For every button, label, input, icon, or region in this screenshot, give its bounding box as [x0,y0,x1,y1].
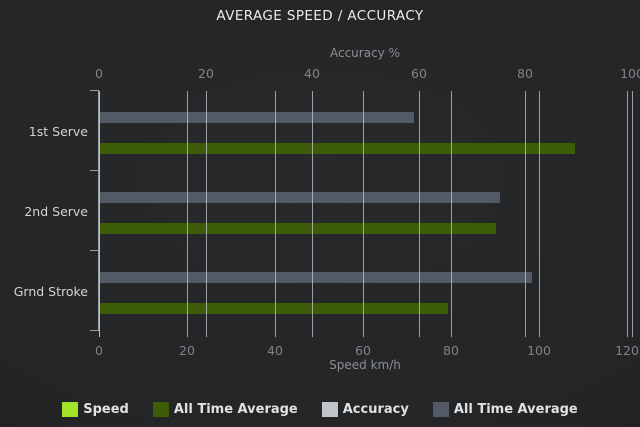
legend-label: Accuracy [342,401,409,417]
legend-label: All Time Average [173,401,298,417]
legend-swatch-icon [321,401,338,417]
legend-swatch-icon [62,401,79,417]
gridline-bottom [451,91,452,337]
gridline-top [525,91,526,337]
gridline-bottom [627,91,628,337]
y-axis-tick [90,170,99,171]
gridline-bottom [187,91,188,337]
gridline-bottom [99,91,100,337]
bottom-axis-tick-label: 80 [443,343,459,358]
bottom-axis-tick-label: 20 [179,343,195,358]
bar-all-time-average [100,303,448,314]
category-label: Grnd Stroke [13,284,88,299]
legend-label: Speed [83,401,129,417]
y-axis-tick [90,90,99,91]
legend-item: Accuracy [321,401,409,417]
gridline-bottom [275,91,276,337]
top-axis-tick-label: 100 [620,66,640,81]
legend-item: All Time Average [432,401,578,417]
top-axis-tick-label: 0 [95,66,103,81]
legend: Speed All Time Average Accuracy All Time Av… [0,398,640,420]
gridline-top [419,91,420,337]
bottom-axis-tick-label: 120 [615,343,639,358]
bottom-axis-title: Speed km/h [329,358,401,372]
bottom-axis-tick-label: 0 [95,343,103,358]
gridline-bottom [539,91,540,337]
legend-swatch-icon [152,401,169,417]
bar-all-time-average [100,223,496,234]
category-label: 2nd Serve [24,204,88,219]
bar-all-time-average [100,143,575,154]
y-axis-tick [90,250,99,251]
y-axis-spine [98,90,99,331]
category-label: 1st Serve [28,124,88,139]
top-axis-tick-label: 40 [304,66,320,81]
bar-all-time-average [100,112,414,123]
gridline-bottom [363,91,364,337]
gridline-top [632,91,633,337]
gridline-top [312,91,313,337]
bottom-axis-tick-label: 40 [267,343,283,358]
legend-label: All Time Average [453,401,578,417]
bottom-axis-tick-label: 100 [527,343,551,358]
gridline-top [206,91,207,337]
top-axis-title: Accuracy % [329,46,400,60]
legend-item: All Time Average [152,401,298,417]
bottom-axis-tick-label: 60 [355,343,371,358]
legend-swatch-icon [432,401,449,417]
top-axis-tick-label: 80 [517,66,533,81]
legend-item: Speed [62,401,129,417]
top-axis-tick-label: 60 [411,66,427,81]
y-axis-tick [90,330,99,331]
top-axis-tick-label: 20 [198,66,214,81]
bar-all-time-average [100,272,532,283]
chart-title: AVERAGE SPEED / ACCURACY [216,8,424,24]
bar-all-time-average [100,192,500,203]
